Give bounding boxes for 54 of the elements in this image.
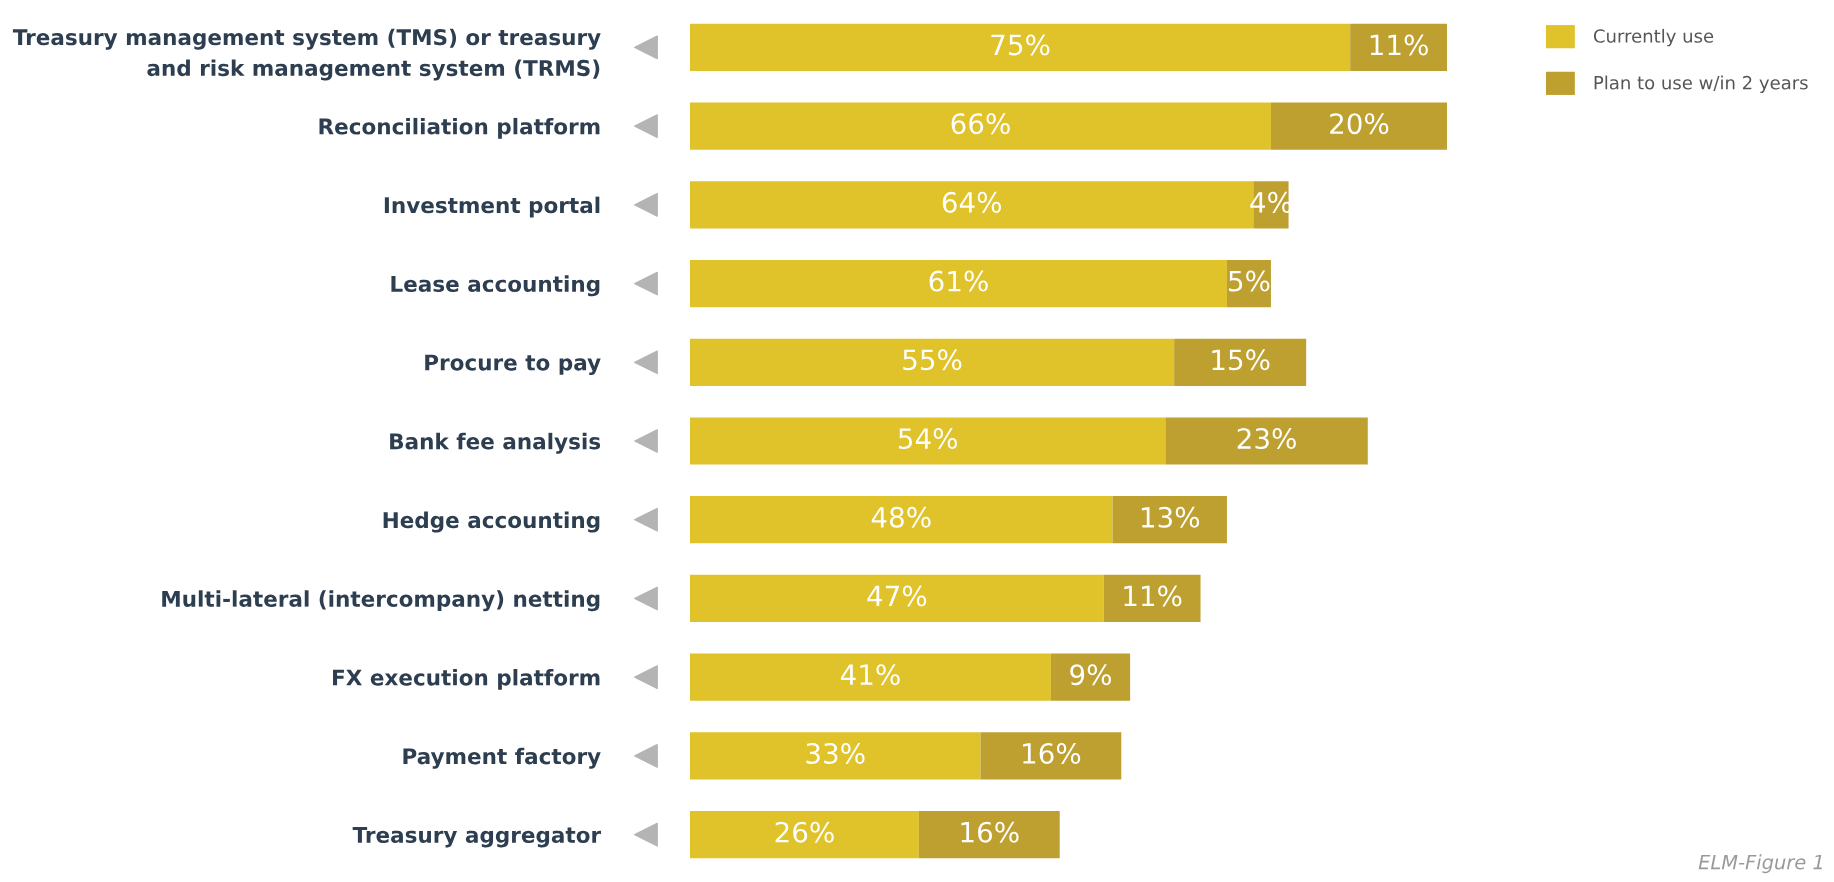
y-tick-label: Treasury management system (TMS) or treasury and risk management system (TRMS) <box>12 28 601 81</box>
y-tick-label: Multi-lateral (intercompany) netting <box>162 590 600 612</box>
bar <box>980 732 1122 780</box>
bar <box>690 259 1227 308</box>
data-label: 5% <box>1229 270 1270 292</box>
bar <box>690 653 1051 701</box>
bar <box>690 102 1271 150</box>
bar <box>690 732 981 780</box>
bar <box>690 417 1166 465</box>
data-label: 33% <box>806 742 865 764</box>
data-label: 55% <box>903 349 962 371</box>
data-label: 47% <box>867 585 927 607</box>
data-label: 23% <box>1237 428 1296 450</box>
data-label: 54% <box>898 428 957 450</box>
data-label: 16% <box>961 821 1019 843</box>
text: ELM-Figure 1 <box>1698 854 1822 874</box>
data-label: 15% <box>1212 349 1270 371</box>
data-label: 20% <box>1330 113 1389 135</box>
legend-label: Plan to use w/in 2 years <box>1594 75 1808 94</box>
data-label: 26% <box>775 821 834 843</box>
data-label: 75% <box>991 34 1050 56</box>
y-tick-label: Reconciliation platform <box>319 117 600 139</box>
bar <box>690 574 1104 623</box>
data-label: 61% <box>929 270 988 292</box>
bar <box>690 496 1113 544</box>
data-label: 9% <box>1070 664 1112 686</box>
data-label: 41% <box>840 664 900 686</box>
data-label: 66% <box>951 113 1010 135</box>
data-label: 11% <box>1124 585 1182 607</box>
y-tick-label: Payment factory <box>403 747 601 769</box>
y-tick-label: Investment portal <box>384 196 600 218</box>
y-tick-label: Bank fee analysis <box>390 432 601 454</box>
data-label: 16% <box>1023 742 1081 764</box>
bar <box>1112 496 1227 544</box>
bar <box>690 23 1351 71</box>
data-label: 64% <box>942 191 1002 213</box>
data-label: 13% <box>1141 506 1200 528</box>
bar <box>918 811 1060 859</box>
bar <box>1270 102 1448 150</box>
bar <box>690 338 1175 386</box>
y-tick-label: Treasury aggregator <box>352 827 602 848</box>
y-tick-label: Hedge accounting <box>383 511 600 533</box>
legend-label: Currently use <box>1593 28 1714 47</box>
bar <box>1165 417 1368 465</box>
bar <box>1050 653 1131 701</box>
bar <box>1350 23 1448 71</box>
bar <box>1103 574 1201 623</box>
y-tick-label: Lease accounting <box>391 275 600 297</box>
data-label: 11% <box>1370 34 1428 56</box>
y-tick-label: FX execution platform <box>333 669 600 690</box>
y-tick-label: Procure to pay <box>425 354 601 376</box>
data-label: 48% <box>871 506 931 528</box>
bar <box>690 811 919 859</box>
bar <box>1174 338 1307 386</box>
